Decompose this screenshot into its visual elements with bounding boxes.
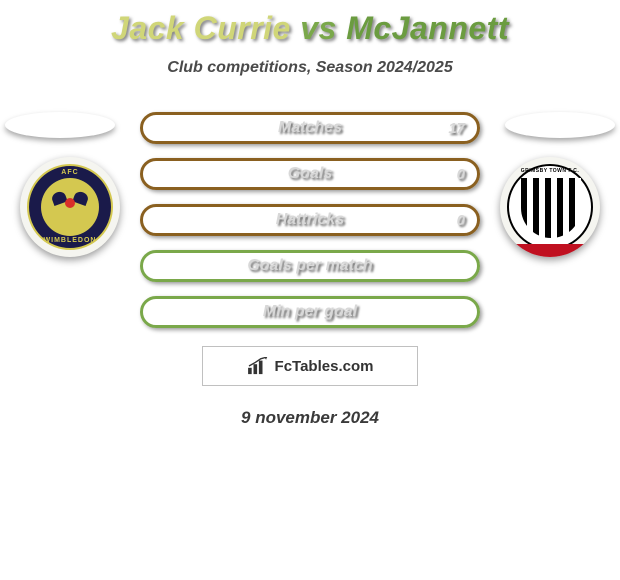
stripes-icon: [521, 178, 581, 238]
ribbon-icon: [515, 244, 585, 257]
player2-name: McJannett: [346, 10, 509, 46]
ellipse-decoration-left: [5, 112, 115, 138]
stat-row-goals-per-match: Goals per match: [140, 250, 480, 282]
stat-label: Min per goal: [263, 303, 357, 321]
stat-label: Goals: [288, 165, 332, 183]
watermark-text: FcTables.com: [275, 358, 374, 375]
stat-label: Hattricks: [276, 211, 344, 229]
stat-value-right: 0: [457, 212, 465, 229]
stat-row-matches: Matches 17: [140, 112, 480, 144]
club-badge-left: AFC WIMBLEDON: [20, 157, 120, 257]
stat-value-right: 0: [457, 166, 465, 183]
ball-icon: [65, 198, 75, 208]
stat-row-min-per-goal: Min per goal: [140, 296, 480, 328]
badge-text-bottom: WIMBLEDON: [29, 237, 111, 244]
stat-label: Matches: [278, 119, 342, 137]
club-badge-right: GRIMSBY TOWN F.C.: [500, 157, 600, 257]
stat-value-right: 17: [448, 120, 465, 137]
afc-wimbledon-badge: AFC WIMBLEDON: [27, 164, 113, 250]
ellipse-decoration-right: [505, 112, 615, 138]
stat-label: Goals per match: [247, 257, 372, 275]
subtitle: Club competitions, Season 2024/2025: [167, 59, 452, 77]
page-title: Jack Currie vs McJannett: [111, 10, 509, 47]
badge-text-top: AFC: [29, 169, 111, 176]
vs-text: vs: [300, 10, 337, 46]
stat-row-goals: Goals 0: [140, 158, 480, 190]
stat-row-hattricks: Hattricks 0: [140, 204, 480, 236]
main-area: AFC WIMBLEDON GRIMSBY TOWN F.C. Matches …: [0, 112, 620, 428]
afc-badge-inner: [41, 178, 99, 236]
player1-name: Jack Currie: [111, 10, 291, 46]
watermark: FcTables.com: [202, 346, 418, 386]
date-text: 9 november 2024: [0, 408, 620, 428]
grimsby-badge: GRIMSBY TOWN F.C.: [507, 164, 593, 250]
infographic-container: Jack Currie vs McJannett Club competitio…: [0, 0, 620, 428]
chart-icon: [247, 357, 269, 375]
badge-text-top: GRIMSBY TOWN F.C.: [509, 168, 591, 174]
